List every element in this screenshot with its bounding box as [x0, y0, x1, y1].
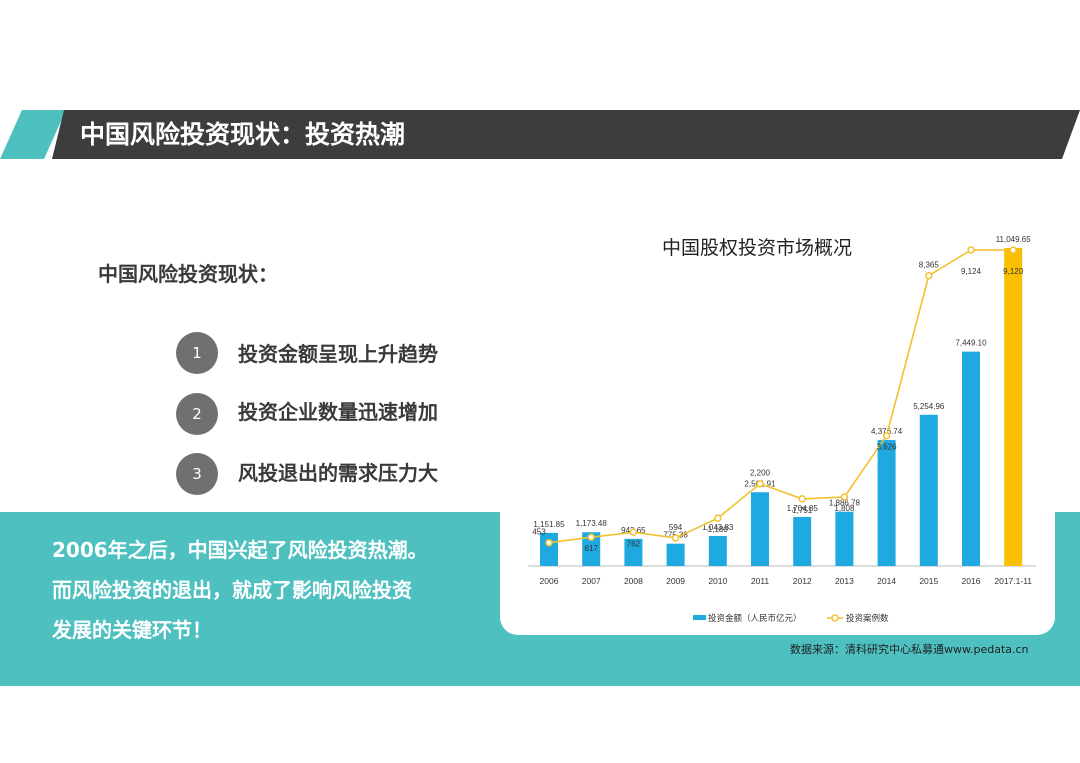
bar-value-label: 1,173.48 — [576, 519, 608, 528]
bar-investment-amount — [962, 351, 980, 566]
bar-value-label: 1,151.85 — [533, 520, 565, 529]
x-tick-label: 2010 — [708, 576, 727, 586]
x-tick-label: 2011 — [751, 576, 770, 586]
line-point — [1009, 246, 1017, 254]
header-bar — [52, 110, 1080, 159]
point-number-badge: 1 — [176, 332, 218, 374]
line-point — [587, 533, 595, 541]
line-point — [714, 514, 722, 522]
legend-line-label: 投资案例数 — [846, 613, 889, 623]
line-value-label: 3,626 — [877, 443, 898, 452]
line-point — [925, 271, 933, 280]
bar-value-label: 1,886.78 — [829, 499, 861, 508]
line-point — [756, 479, 764, 488]
line-value-label: 594 — [669, 523, 683, 532]
point-number-badge: 3 — [176, 453, 218, 495]
x-tick-label: 2009 — [666, 576, 685, 586]
point-text: 投资金额呈现上升趋势 — [238, 342, 438, 366]
point-text: 投资企业数量迅速增加 — [238, 400, 438, 424]
legend-bar-swatch — [693, 615, 706, 620]
section-subheading: 中国风险投资现状： — [98, 262, 278, 286]
line-value-label: 617 — [585, 544, 599, 553]
line-value-label: 453 — [532, 528, 546, 537]
line-value-label: 2,200 — [750, 469, 771, 478]
line-point — [882, 431, 891, 440]
summary-line: 而风险投资的退出，就成了影响风险投资 — [52, 578, 412, 602]
bar-value-label: 11,049.65 — [996, 235, 1032, 244]
line-point — [629, 528, 638, 537]
legend-line-marker — [831, 614, 839, 622]
chart-title: 中国股权投资市场概况 — [662, 237, 853, 259]
bar-investment-amount — [708, 535, 727, 566]
summary-line: 2006年之后，中国兴起了风险投资热潮。 — [52, 538, 428, 562]
x-tick-label: 2016 — [962, 576, 981, 586]
x-tick-label: 2008 — [624, 576, 643, 586]
bar-value-label: 1,043.83 — [702, 523, 734, 532]
line-deal-count — [548, 249, 1014, 544]
bar-investment-amount — [582, 532, 601, 566]
line-point — [671, 534, 680, 542]
line-point — [545, 538, 553, 547]
line-value-label: 1,808 — [834, 504, 855, 513]
point-number-badge: 2 — [176, 393, 218, 435]
bar-investment-amount — [919, 414, 938, 566]
line-value-label: 1,180 — [708, 525, 729, 534]
line-value-label: 8,365 — [919, 261, 940, 270]
bar-investment-amount — [835, 511, 854, 566]
x-tick-label: 2007 — [582, 576, 601, 586]
line-value-label: 9,120 — [1003, 267, 1024, 276]
x-tick-label: 2015 — [919, 576, 938, 586]
legend-bar-label: 投资金额（人民币亿元） — [708, 613, 802, 623]
line-point — [840, 493, 849, 501]
bar-investment-amount — [877, 440, 896, 566]
bar-investment-amount — [666, 543, 685, 566]
data-source-note: 数据来源：清科研究中心私募通www.pedata.cn — [790, 643, 1029, 656]
line-point — [967, 246, 975, 254]
x-tick-label: 2014 — [877, 576, 896, 586]
bar-value-label: 5,254.96 — [913, 402, 945, 411]
x-tick-label: 2013 — [835, 576, 854, 586]
x-tick-label: 2006 — [540, 576, 559, 586]
summary-line: 发展的关键环节！ — [52, 618, 212, 642]
x-tick-label: 2017.1-11 — [994, 576, 1032, 586]
summary-text: 2006年之后，中国兴起了风险投资热潮。 而风险投资的退出，就成了影响风险投资 … — [52, 530, 492, 650]
bar-investment-amount — [1004, 248, 1023, 566]
bar-investment-amount — [793, 516, 812, 566]
line-value-label: 9,124 — [961, 267, 982, 276]
line-value-label: 762 — [627, 539, 641, 548]
bar-investment-amount — [540, 532, 558, 566]
bar-value-label: 7,449.10 — [955, 339, 987, 348]
bar-investment-amount — [624, 538, 643, 566]
x-tick-label: 2012 — [793, 576, 812, 586]
point-text: 风投退出的需求压力大 — [238, 461, 438, 485]
line-value-label: 1,751 — [792, 506, 813, 515]
bar-investment-amount — [751, 492, 769, 566]
bar-value-label: 1,704.85 — [787, 504, 819, 513]
line-point — [798, 495, 806, 503]
page-title: 中国风险投资现状：投资热潮 — [80, 120, 406, 149]
